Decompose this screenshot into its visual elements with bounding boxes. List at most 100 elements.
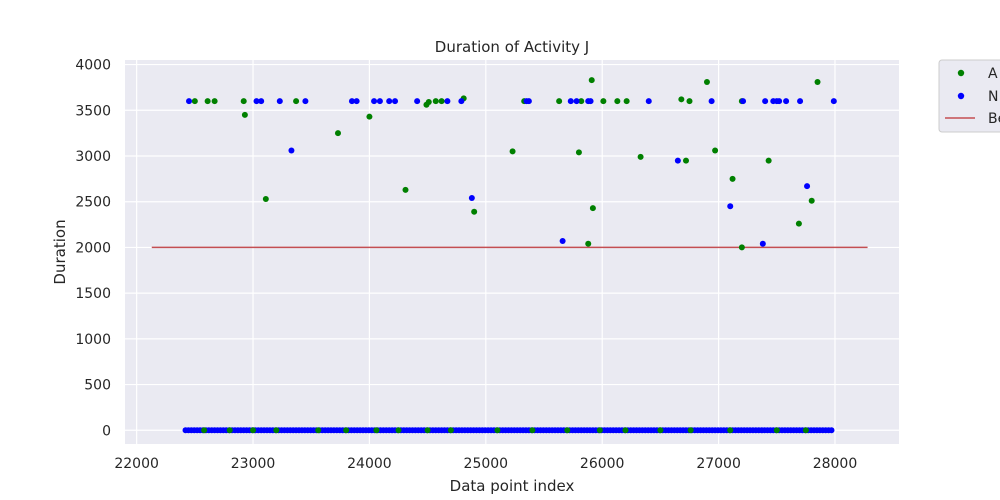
data-point-n (830, 98, 837, 105)
data-point-n (353, 98, 360, 105)
data-point-n (258, 98, 265, 105)
data-point-a (191, 98, 198, 105)
data-point-a (564, 427, 571, 434)
data-point-a (712, 147, 719, 154)
data-point-a (273, 427, 280, 434)
x-tick-label: 26000 (580, 456, 625, 472)
legend-marker-a (957, 69, 965, 77)
data-point-a (334, 130, 341, 137)
x-tick-label: 28000 (813, 456, 858, 472)
data-point-n (253, 98, 260, 105)
data-point-n (525, 98, 532, 105)
y-axis-ticks: 0 500 1000 1500 2000 2500 3000 3500 4000 (75, 58, 111, 440)
data-point-a (687, 427, 694, 434)
data-point-a (432, 98, 439, 105)
legend-label-n: N (988, 89, 998, 105)
data-point-n (645, 98, 652, 105)
data-point-n (288, 147, 295, 154)
y-tick-label: 1000 (75, 332, 111, 348)
legend-marker-n (957, 92, 965, 100)
data-point-a (556, 98, 563, 105)
x-tick-label: 23000 (231, 456, 276, 472)
data-point-a (588, 77, 595, 84)
data-point-n (444, 98, 451, 105)
data-point-a (241, 111, 248, 118)
legend-label-a: A (988, 66, 998, 82)
data-point-a (529, 427, 536, 434)
data-point-n (186, 98, 193, 105)
data-point-a (471, 208, 478, 215)
data-point-a (727, 427, 734, 434)
data-point-n (371, 98, 378, 105)
data-point-a (585, 240, 592, 247)
y-tick-label: 1500 (75, 286, 111, 302)
data-point-n (762, 98, 769, 105)
data-point-a (343, 427, 350, 434)
data-point-n (708, 98, 715, 105)
data-point-a (226, 427, 233, 434)
data-point-n (458, 98, 465, 105)
data-point-a (795, 220, 802, 227)
data-point-n (674, 157, 681, 164)
data-point-n (797, 98, 804, 105)
y-tick-label: 2000 (75, 240, 111, 256)
data-point-n (376, 98, 383, 105)
data-point-a (622, 427, 629, 434)
x-tick-label: 25000 (464, 456, 509, 472)
data-point-a (589, 205, 596, 212)
legend-box (938, 59, 1000, 133)
x-tick-label: 22000 (114, 456, 159, 472)
data-point-a (402, 186, 409, 193)
data-point-a (315, 427, 322, 434)
data-point-a (575, 149, 582, 156)
data-point-a (808, 197, 815, 204)
data-point-a (240, 98, 247, 105)
data-point-n (276, 98, 283, 105)
data-point-n (392, 98, 399, 105)
data-point-a (373, 427, 380, 434)
data-point-n (559, 238, 566, 245)
points-layer (182, 77, 837, 434)
y-tick-label: 2500 (75, 195, 111, 211)
y-axis-label: Duration (51, 219, 69, 284)
y-tick-label: 500 (84, 378, 111, 394)
data-point-n (759, 240, 766, 247)
data-point-a (683, 157, 690, 164)
data-point-a (438, 98, 445, 105)
data-point-n (587, 98, 594, 105)
x-tick-label: 27000 (696, 456, 741, 472)
data-point-a (765, 157, 772, 164)
data-point-a (578, 98, 585, 105)
data-point-a (623, 98, 630, 105)
data-point-a (657, 427, 664, 434)
y-tick-label: 3500 (75, 103, 111, 119)
data-point-a (802, 427, 809, 434)
data-point-a (729, 175, 736, 182)
data-point-a (366, 113, 373, 120)
data-point-a (773, 427, 780, 434)
data-point-n (783, 98, 790, 105)
plot-background (125, 60, 899, 444)
data-point-a (424, 427, 431, 434)
data-point-n (804, 183, 811, 190)
y-tick-label: 0 (102, 423, 111, 439)
data-point-a (447, 427, 454, 434)
data-point-a (425, 99, 432, 106)
data-point-a (738, 244, 745, 251)
y-tick-label: 3000 (75, 149, 111, 165)
data-point-a (201, 427, 208, 434)
data-point-n (740, 98, 747, 105)
data-point-a (211, 98, 218, 105)
data-point-a (293, 98, 300, 105)
data-point-a (262, 195, 269, 202)
data-point-n (386, 98, 393, 105)
legend: A N Be (938, 59, 1000, 133)
data-point-a (596, 427, 603, 434)
x-axis-label: Data point index (450, 477, 575, 495)
data-point-n (567, 98, 574, 105)
data-point-a (637, 153, 644, 160)
data-point-n (828, 427, 835, 434)
x-axis-ticks: 22000 23000 24000 25000 26000 27000 28000 (114, 456, 857, 472)
data-point-n (348, 98, 355, 105)
data-point-a (509, 148, 516, 155)
